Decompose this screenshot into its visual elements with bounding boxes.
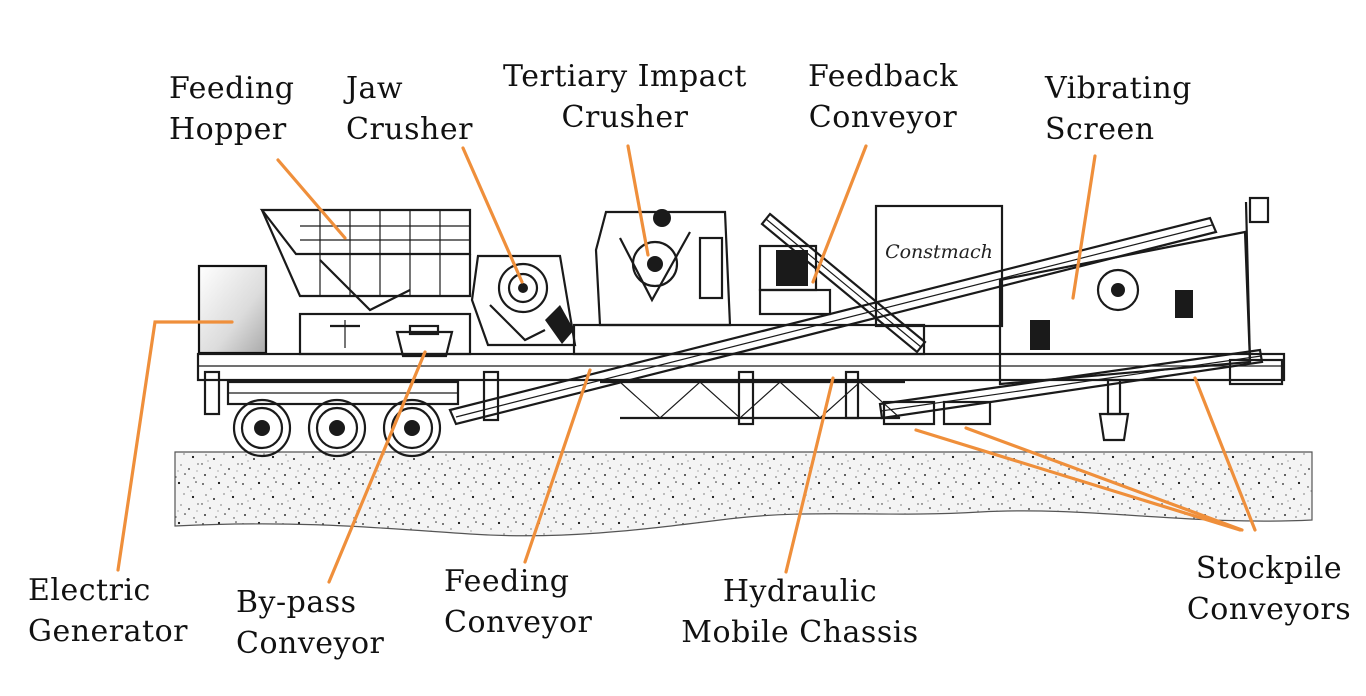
label-vibrating-screen: Vibrating Screen <box>1045 71 1192 147</box>
label-jaw-crusher: Jaw Crusher <box>346 71 473 147</box>
leader-vibrating-screen <box>1071 154 1097 300</box>
stockpile-conveyors <box>878 348 1264 426</box>
label-electric-generator: Electric Generator <box>28 573 188 649</box>
leader-bypass-conveyor <box>327 350 427 584</box>
label-bypass-conveyor: By-pass Conveyor <box>236 585 385 661</box>
leader-stockpile-3 <box>1193 376 1257 532</box>
crusher-motor <box>758 244 832 316</box>
brand-logo: Constmach <box>885 241 993 263</box>
leader-electric-generator <box>116 320 234 572</box>
feeding-hopper <box>259 208 472 356</box>
feeding-conveyor <box>448 216 1218 426</box>
label-feeding-conveyor: Feeding Conveyor <box>444 564 593 640</box>
hydraulic-mobile-chassis <box>196 352 1286 442</box>
tertiary-impact-crusher <box>572 209 926 356</box>
wheel-group <box>226 380 460 458</box>
leader-feeding-hopper <box>276 158 347 240</box>
leader-feedback-conveyor <box>811 144 868 284</box>
leader-stockpile-1 <box>914 428 1242 532</box>
leader-feeding-conveyor <box>523 368 592 564</box>
label-hydraulic-mobile-chassis: Hydraulic Mobile Chassis <box>681 574 919 650</box>
label-stockpile-conveyors: Stockpile Conveyors <box>1186 551 1352 627</box>
electric-generator <box>197 264 268 355</box>
leader-jaw-crusher <box>461 146 524 284</box>
label-tertiary-impact-crusher: Tertiary Impact Crusher <box>503 59 747 135</box>
bypass-conveyor <box>395 324 454 358</box>
leader-hydraulic-mobile-chassis <box>784 376 835 574</box>
ground-gravel <box>174 451 1313 537</box>
label-feeding-hopper: Feeding Hopper <box>169 71 295 147</box>
jaw-crusher <box>470 254 577 347</box>
leader-tertiary-impact-crusher <box>626 144 650 257</box>
leader-lines <box>116 144 1257 584</box>
label-feedback-conveyor: Feedback Conveyor <box>808 59 958 135</box>
vibrating-screen: Constmach <box>874 196 1270 386</box>
leader-stockpile-2 <box>964 426 1244 532</box>
